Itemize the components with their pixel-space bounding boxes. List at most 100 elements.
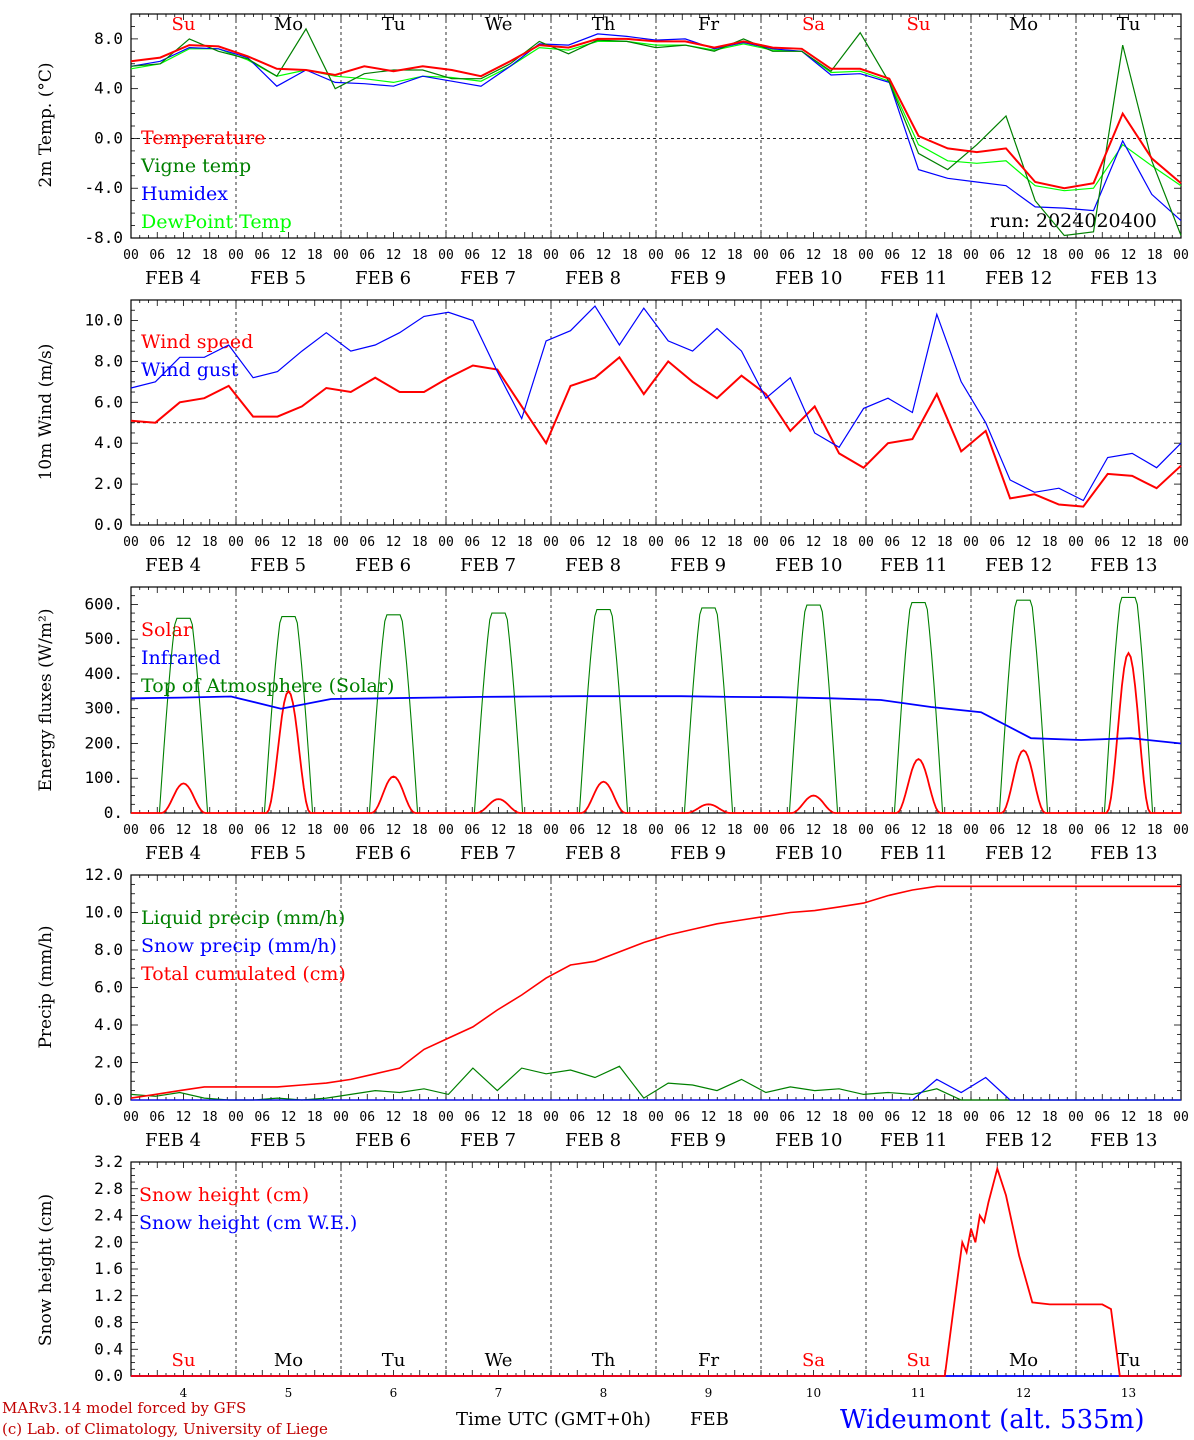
hour-tick-label: 12 <box>491 1110 507 1125</box>
hour-tick-label: 00 <box>543 823 559 838</box>
y-tick-label: 1.6 <box>94 1259 123 1278</box>
hour-tick-label: 00 <box>1173 535 1189 550</box>
hour-tick-label: 18 <box>832 248 848 263</box>
hour-tick-label: 00 <box>333 535 349 550</box>
day-number: 13 <box>1121 1386 1136 1400</box>
y-tick-label: 100. <box>84 768 123 787</box>
series-line-snow <box>131 1076 1181 1101</box>
hour-tick-label: 12 <box>911 1110 927 1125</box>
date-label: FEB 6 <box>355 843 411 864</box>
hour-tick-label: 00 <box>123 823 139 838</box>
hour-tick-label: 06 <box>674 535 690 550</box>
day-name: Tu <box>1117 14 1141 35</box>
day-name: Su <box>172 14 196 35</box>
hour-tick-label: 06 <box>989 535 1005 550</box>
hour-tick-label: 12 <box>386 823 402 838</box>
hour-tick-label: 00 <box>648 823 664 838</box>
series-line-vigne-temp <box>130 27 1182 237</box>
date-label: FEB 9 <box>670 1130 726 1151</box>
hour-tick-label: 18 <box>832 823 848 838</box>
hour-tick-label: 06 <box>149 1110 165 1125</box>
y-tick-label: 4.0 <box>94 79 123 98</box>
hour-tick-label: 06 <box>884 1110 900 1125</box>
hour-tick-label: 18 <box>1147 1110 1163 1125</box>
hour-tick-label: 00 <box>228 248 244 263</box>
panel-1: -8.0-4.00.04.08.02m Temp. (°C)00 06 12 18FE… <box>36 13 1189 289</box>
hour-tick-label: 00 <box>543 535 559 550</box>
hour-tick-label: 06 <box>254 823 270 838</box>
hour-tick-label: 00 <box>648 248 664 263</box>
day-name: Sa <box>802 14 825 35</box>
hour-tick-label: 00 <box>438 1110 454 1125</box>
hour-tick-label: 06 <box>989 1110 1005 1125</box>
hour-tick-label: 06 <box>149 248 165 263</box>
day-name: Sa <box>802 1350 825 1371</box>
y-tick-label: 6.0 <box>94 978 123 997</box>
hour-tick-label: 06 <box>569 248 585 263</box>
hour-tick-label: 00 <box>963 1110 979 1125</box>
hour-tick-label: 12 <box>491 248 507 263</box>
hour-tick-label: 00 <box>753 1110 769 1125</box>
day-name: Mo <box>274 1350 303 1371</box>
hour-tick-label: 18 <box>412 248 428 263</box>
legend-entry: Temperature <box>141 127 265 149</box>
y-tick-label: 0.4 <box>94 1339 123 1358</box>
legend-entry: Total cumulated (cm) <box>141 963 346 985</box>
date-label: FEB 7 <box>460 268 516 289</box>
legend-entry: DewPoint Temp <box>141 211 292 233</box>
hour-tick-label: 00 <box>1173 1110 1189 1125</box>
hour-tick-label: 00 <box>123 1110 139 1125</box>
hour-tick-label: 00 <box>753 535 769 550</box>
hour-tick-label: 18 <box>937 248 953 263</box>
hour-tick-label: 12 <box>806 823 822 838</box>
hour-tick-label: 12 <box>596 248 612 263</box>
date-label: FEB 11 <box>880 555 947 576</box>
day-name: Mo <box>274 14 303 35</box>
hour-tick-label: 06 <box>884 823 900 838</box>
date-label: FEB 9 <box>670 268 726 289</box>
hour-tick-label: 18 <box>307 535 323 550</box>
hour-tick-label: 18 <box>517 823 533 838</box>
temperature-series <box>130 27 1182 237</box>
y-tick-label: -4.0 <box>84 178 123 197</box>
hour-tick-label: 18 <box>727 1110 743 1125</box>
date-label: FEB 12 <box>985 843 1052 864</box>
hour-tick-label: 00 <box>228 535 244 550</box>
panel-3: 0. 100. 200. 300. 400. 500. 600. Energy fluxes … <box>36 586 1189 864</box>
date-label: FEB 4 <box>145 555 201 576</box>
hour-tick-label: 18 <box>1147 535 1163 550</box>
y-tick-label: 1.2 <box>94 1286 123 1305</box>
day-name: Fr <box>698 1350 719 1371</box>
day-number: 4 <box>180 1386 188 1400</box>
hour-tick-label: 06 <box>779 535 795 550</box>
y-tick-label: 6.0 <box>94 392 123 411</box>
hour-tick-label: 18 <box>1042 248 1058 263</box>
hour-tick-label: 06 <box>359 248 375 263</box>
day-name: Mo <box>1009 14 1038 35</box>
hour-tick-label: 12 <box>281 535 297 550</box>
y-tick-label: 0.0 <box>94 515 123 534</box>
date-label: FEB 10 <box>775 1130 842 1151</box>
hour-tick-label: 18 <box>202 535 218 550</box>
run-label: run: 2024020400 <box>990 210 1157 232</box>
hour-tick-label: 18 <box>517 248 533 263</box>
date-label: FEB 6 <box>355 268 411 289</box>
hour-tick-label: 00 <box>333 248 349 263</box>
hour-tick-label: 06 <box>884 248 900 263</box>
hour-tick-label: 18 <box>517 1110 533 1125</box>
legend-entry: Infrared <box>141 647 221 669</box>
date-label: FEB 9 <box>670 843 726 864</box>
hour-tick-label: 06 <box>254 248 270 263</box>
hour-tick-label: 06 <box>569 823 585 838</box>
hour-tick-label: 18 <box>412 823 428 838</box>
day-name: We <box>485 1350 513 1371</box>
wind-series <box>130 305 1182 508</box>
hour-tick-label: 18 <box>937 823 953 838</box>
legend-entry: Wind gust <box>141 359 239 381</box>
y-tick-label: -8.0 <box>84 228 123 247</box>
x-axis-label: Time UTC (GMT+0h) <box>456 1409 651 1430</box>
y-tick-label: 500. <box>84 629 123 648</box>
energy-series <box>130 596 1182 814</box>
y-axis-label: Snow height (cm) <box>36 1194 56 1346</box>
hour-tick-label: 12 <box>911 823 927 838</box>
